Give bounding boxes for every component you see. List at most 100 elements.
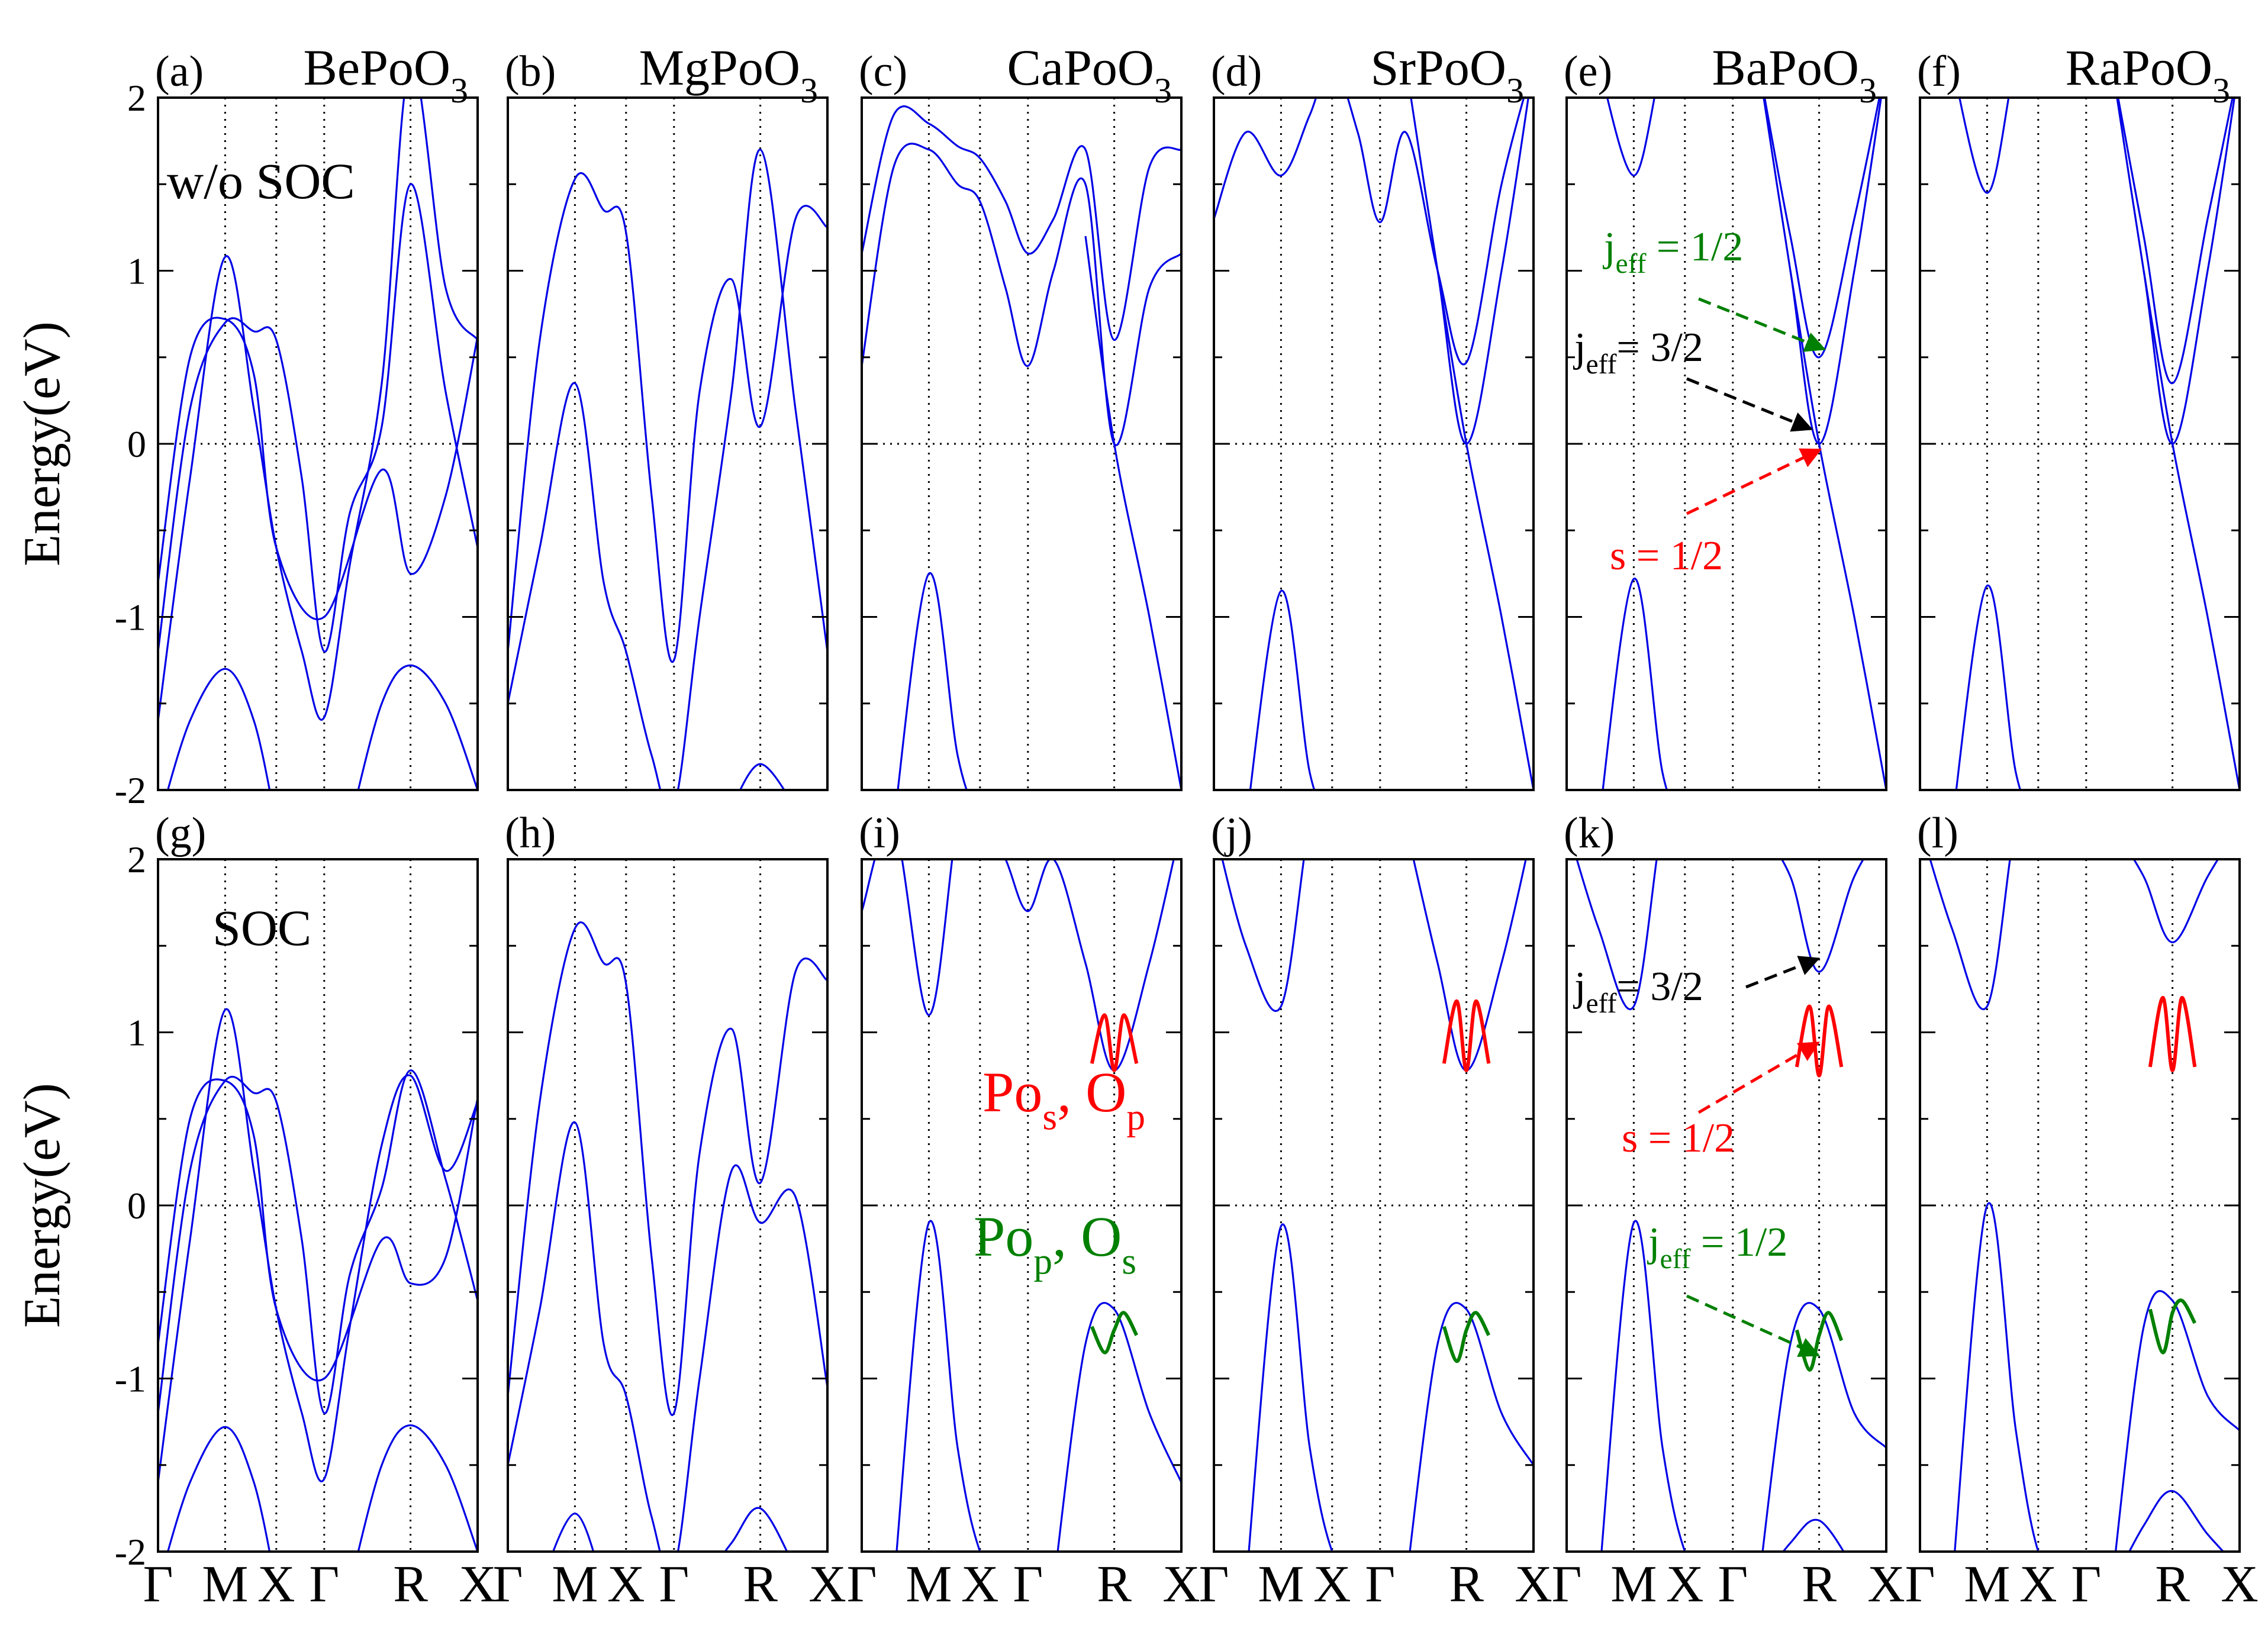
- band-line-cond-2: [1763, 98, 1880, 359]
- bands: [1929, 859, 2240, 1552]
- arrow-jeff-half-e: [1698, 297, 1826, 352]
- band-line-cond-3: [158, 317, 478, 621]
- band-line-val-1: [1249, 589, 1316, 790]
- panel-d: (d) SrPoO3: [1211, 39, 1535, 791]
- panel-l: (l)Γ M X Γ R X: [1905, 809, 2259, 1613]
- bands: [862, 105, 1181, 790]
- band-line-val-1: [897, 572, 968, 790]
- legend-po-s-o-p: Pos, Op: [982, 1060, 1145, 1138]
- label-jeff-threehalf-k-main: j: [1573, 964, 1586, 1010]
- panel-c: (c) CaPoO3: [859, 39, 1183, 791]
- bands: [158, 98, 478, 790]
- label-jeff-half-k: jeff = 1/2: [1647, 1220, 1787, 1275]
- band-line-val-2: [1056, 1302, 1181, 1552]
- title-main: CaPoO: [1007, 39, 1154, 96]
- k-path-label: R: [2155, 1556, 2190, 1613]
- band-line-cond-2: [2117, 98, 2234, 385]
- band-line-val-2: [1409, 1302, 1534, 1552]
- panel-b: (b) MgPoO3: [505, 39, 829, 791]
- label-jeff-threehalf-k-sub: eff: [1586, 988, 1616, 1019]
- y-tick-label: -2: [115, 769, 146, 811]
- band-line-cond-1: [508, 921, 827, 1416]
- band-line-dirac-down: [1084, 236, 1181, 790]
- label-jeff-half-k-main: j: [1647, 1220, 1660, 1265]
- bands: [1576, 859, 1886, 1552]
- title-subscript: 3: [800, 71, 818, 110]
- band-line-cond-1: [1576, 859, 1658, 1010]
- label-jeff-threehalf-e-rest: = 3/2: [1616, 325, 1703, 370]
- band-line-cond-1: [1958, 98, 2010, 194]
- y-axis-label: Energy(eV): [14, 1083, 71, 1328]
- band-line-cond-2: [158, 1069, 478, 1414]
- panel-letter: (j): [1211, 809, 1252, 857]
- title-subscript: 3: [450, 71, 468, 110]
- band-line-po-p-o-s: [1442, 1311, 1491, 1363]
- band-line-val-2: [552, 1513, 595, 1552]
- band-line-dirac-down: [1789, 270, 1886, 790]
- bands: [1221, 859, 1534, 1552]
- k-path-label: X: [607, 1556, 645, 1613]
- title-subscript: 3: [1154, 71, 1172, 110]
- k-path-label: Γ: [847, 1556, 877, 1613]
- label-jeff-half-k-sub: eff: [1660, 1244, 1690, 1275]
- label-jeff-half-e-rest: = 1/2: [1646, 224, 1743, 270]
- band-line-po-p-o-s: [1090, 1311, 1139, 1355]
- k-path-label: X: [1313, 1556, 1351, 1613]
- band-line-cond-3: [158, 1078, 478, 1382]
- band-line-cond-1: [1606, 98, 1655, 177]
- panel-h: (h)Γ M X Γ R X: [493, 809, 846, 1613]
- panel-letter: (e): [1564, 47, 1612, 96]
- k-path-label: R: [1802, 1556, 1837, 1613]
- label-jeff-half-e: jeff = 1/2: [1602, 224, 1743, 279]
- band-line-po-s-o-p: [1090, 1013, 1139, 1072]
- band-line-val-2: [1761, 1302, 1886, 1552]
- legend-po-s-o-p-main1: Po: [982, 1060, 1042, 1124]
- k-path-label: X: [961, 1556, 999, 1613]
- title-main: BePoO: [304, 39, 450, 96]
- panel-title: BePoO3: [304, 39, 468, 110]
- band-line-cond-2: [508, 1121, 827, 1552]
- panel-letter: (a): [155, 47, 204, 96]
- k-path-label: X: [1666, 1556, 1704, 1613]
- band-line-val-1: [1602, 578, 1668, 790]
- band-line-dirac: [2116, 98, 2235, 445]
- title-main: SrPoO: [1371, 39, 1506, 96]
- k-path-label: Γ: [1718, 1556, 1748, 1613]
- band-line-po-s-o-p: [1795, 1004, 1844, 1078]
- title-main: MgPoO: [639, 39, 800, 96]
- arrow-jeff-threehalf-k: [1745, 956, 1821, 989]
- bands: [508, 149, 827, 790]
- y-tick-label: 2: [127, 839, 146, 881]
- band-line-dirac: [1763, 98, 1882, 445]
- legend-po-p-o-s-main2: O: [1081, 1205, 1122, 1268]
- band-line-dirac: [1410, 98, 1529, 445]
- band-line-cond-1: [862, 105, 1181, 341]
- label-jeff-threehalf-k-rest: = 3/2: [1616, 964, 1703, 1010]
- label-jeff-half-k-rest: = 1/2: [1690, 1220, 1787, 1265]
- bands: [1214, 98, 1534, 790]
- bands: [1602, 98, 1886, 790]
- band-line-val-1: [723, 1507, 788, 1552]
- panel-note: w/o SOC: [167, 153, 355, 209]
- title-subscript: 3: [1506, 71, 1524, 110]
- label-jeff-threehalf-e-sub: eff: [1586, 349, 1616, 380]
- arrow-jeff-half-k: [1686, 1294, 1821, 1358]
- y-tick-label: 1: [127, 1012, 146, 1054]
- k-path-label: M: [1964, 1556, 2010, 1613]
- panel-letter: (l): [1917, 809, 1958, 857]
- band-line-cond-2: [862, 143, 1181, 447]
- band-line-val-1: [1600, 1220, 1686, 1552]
- legend-po-s-o-p-sep: ,: [1057, 1060, 1085, 1124]
- band-line-cond-2: [508, 149, 827, 790]
- panel-i: (i)Γ M X Γ R X: [847, 809, 1200, 1613]
- k-path-label: Γ: [1365, 1556, 1395, 1613]
- band-line-val-2: [2115, 1290, 2240, 1552]
- band-line-po-s-o-p: [2148, 995, 2197, 1072]
- k-path-label: X: [1162, 1556, 1200, 1613]
- label-jeff-half-e-main: j: [1602, 224, 1615, 270]
- panel-j: (j)Γ M X Γ R X: [1199, 809, 1552, 1613]
- panel-f: (f) RaPoO3: [1917, 39, 2241, 791]
- panel-letter: (b): [505, 47, 556, 96]
